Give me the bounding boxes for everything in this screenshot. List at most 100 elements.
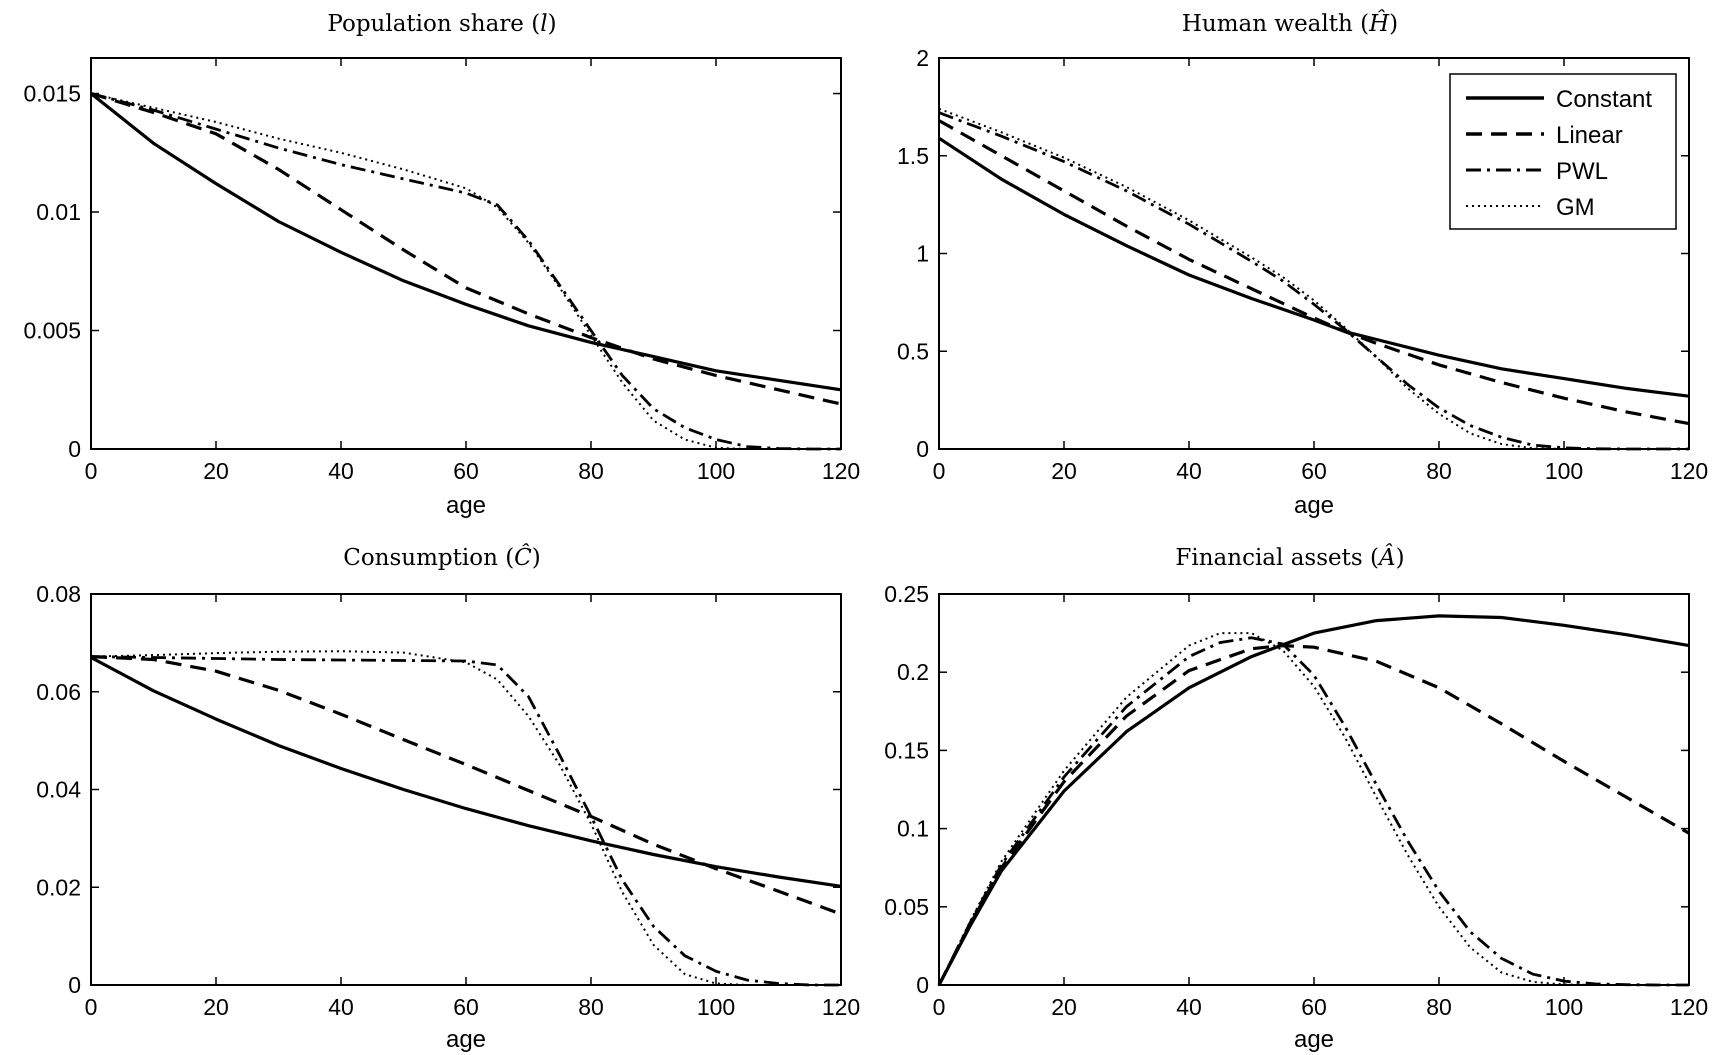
series-layer <box>937 614 1690 987</box>
x-tick-label: 20 <box>203 994 229 1020</box>
x-axis-label: age <box>446 492 486 519</box>
x-tick-label: 100 <box>1545 458 1583 484</box>
y-tick-label: 1.5 <box>897 143 929 169</box>
axis-ticks: 0 20 40 60 80 100 120 0 0.05 0.1 0.15 0.2 0.25 <box>884 581 1708 1020</box>
x-tick-label: 120 <box>1670 458 1708 484</box>
x-tick-label: 80 <box>1426 994 1452 1020</box>
legend-box <box>1449 73 1677 230</box>
x-tick-label: 100 <box>697 994 735 1020</box>
title-text-part: ) <box>548 11 557 37</box>
y-tick-label: 0.5 <box>897 338 929 364</box>
axis-ticks: 0 20 40 60 80 100 120 0 0.5 1 1.5 2 <box>897 45 1708 484</box>
title-symbol: Â <box>1377 544 1396 571</box>
title-text-part: ) <box>532 545 541 571</box>
x-axis-label: age <box>1294 1026 1334 1053</box>
series-line-gm <box>938 107 1689 450</box>
series-line-gm <box>90 92 841 450</box>
x-tick-label: 60 <box>1301 994 1327 1020</box>
y-tick-label: 2 <box>916 45 929 71</box>
title-text-part: Consumption ( <box>343 545 514 571</box>
x-tick-label: 40 <box>1176 458 1202 484</box>
chart-title: Population share (l) <box>327 11 556 37</box>
x-tick-label: 0 <box>85 994 98 1020</box>
series-line-pwl <box>90 655 841 987</box>
x-tick-label: 100 <box>697 458 735 484</box>
title-symbol: Ĉ <box>514 544 532 571</box>
series-line-linear <box>90 91 842 406</box>
x-tick-label: 20 <box>1051 994 1077 1020</box>
legend-label-pwl: PWL <box>1556 158 1608 185</box>
axis-ticks: 0 20 40 60 80 100 120 0 0.005 0.01 0.015 <box>23 58 860 484</box>
series-line-gm <box>90 650 841 986</box>
x-axis-label: age <box>1294 492 1334 519</box>
x-tick-label: 60 <box>453 994 479 1020</box>
title-text-part: Financial assets ( <box>1175 545 1379 571</box>
panel-consumption: Consumption (Ĉ) 0 20 40 60 80 100 120 0 0.02 0.04… <box>36 544 860 1053</box>
x-tick-label: 40 <box>1176 994 1202 1020</box>
x-tick-label: 0 <box>933 458 946 484</box>
plot-area <box>90 57 842 450</box>
y-tick-label: 0 <box>68 436 81 462</box>
y-tick-label: 0.015 <box>23 81 81 107</box>
series-layer <box>938 107 1690 451</box>
series-layer <box>90 91 842 451</box>
x-tick-label: 80 <box>578 458 604 484</box>
legend-label-linear: Linear <box>1556 122 1623 149</box>
title-text-part: ) <box>1396 545 1405 571</box>
x-tick-label: 20 <box>203 458 229 484</box>
x-axis-label: age <box>446 1026 486 1053</box>
series-line-constant <box>938 136 1690 398</box>
x-tick-label: 60 <box>1301 458 1327 484</box>
y-tick-label: 0.04 <box>36 777 81 803</box>
title-symbol: Ĥ <box>1368 10 1390 37</box>
chart-title: Human wealth (Ĥ) <box>1182 10 1398 37</box>
plot-area <box>938 593 1690 986</box>
legend: Constant Linear PWL GM <box>1449 73 1677 230</box>
x-tick-label: 60 <box>453 458 479 484</box>
x-tick-label: 80 <box>578 994 604 1020</box>
legend-label-gm: GM <box>1556 194 1595 221</box>
y-tick-label: 0.06 <box>36 679 81 705</box>
title-text-part: Human wealth ( <box>1182 11 1369 37</box>
series-line-linear <box>937 643 1690 986</box>
series-line-constant <box>90 92 842 392</box>
title-text-part: ) <box>1389 11 1398 37</box>
series-line-constant <box>937 614 1690 986</box>
series-line-linear <box>90 655 842 916</box>
panel-population-share: Population share (l) 0 20 40 60 80 100 120 0 0.0… <box>23 11 860 519</box>
x-tick-label: 40 <box>328 994 354 1020</box>
x-tick-label: 120 <box>822 994 860 1020</box>
x-tick-label: 20 <box>1051 458 1077 484</box>
x-tick-label: 0 <box>85 458 98 484</box>
y-tick-label: 0.08 <box>36 581 81 607</box>
x-tick-label: 120 <box>1670 994 1708 1020</box>
y-tick-label: 0.05 <box>884 894 929 920</box>
y-tick-label: 0 <box>916 972 929 998</box>
x-tick-label: 40 <box>328 458 354 484</box>
axis-ticks: 0 20 40 60 80 100 120 0 0.02 0.04 0.06 0.08 <box>36 581 860 1020</box>
y-tick-label: 0.2 <box>897 659 929 685</box>
series-line-linear <box>938 119 1690 426</box>
series-line-pwl <box>938 111 1689 451</box>
y-tick-label: 0 <box>916 436 929 462</box>
chart-title: Financial assets (Â) <box>1175 544 1404 571</box>
panel-human-wealth: Human wealth (Ĥ) 0 20 40 60 80 100 120 0 0.5 1 1.5… <box>897 10 1708 519</box>
plot-area <box>90 593 842 986</box>
y-tick-label: 1 <box>916 241 929 267</box>
series-line-pwl <box>90 92 841 451</box>
x-tick-label: 100 <box>1545 994 1583 1020</box>
y-tick-label: 0.005 <box>23 318 81 344</box>
x-tick-label: 0 <box>933 994 946 1020</box>
series-line-pwl <box>937 636 1689 987</box>
y-tick-label: 0 <box>68 972 81 998</box>
y-tick-label: 0.25 <box>884 581 929 607</box>
x-tick-label: 80 <box>1426 458 1452 484</box>
panel-financial-assets: Financial assets (Â) 0 20 40 60 80 100 120 0 0.0… <box>884 544 1708 1053</box>
title-text-part: Population share ( <box>327 11 540 37</box>
y-tick-label: 0.1 <box>897 816 929 842</box>
title-symbol: l <box>540 11 547 37</box>
series-line-constant <box>90 656 842 888</box>
y-tick-label: 0.15 <box>884 737 929 763</box>
chart-title: Consumption (Ĉ) <box>343 544 541 571</box>
